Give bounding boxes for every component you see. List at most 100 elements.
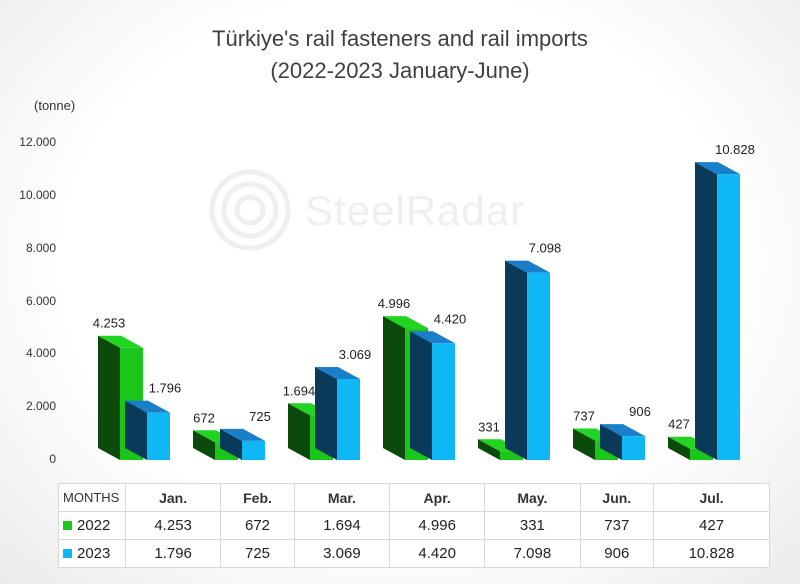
bar-2023-4 xyxy=(505,260,550,460)
bar-front-face xyxy=(337,378,360,460)
table-cell: 10.828 xyxy=(653,539,770,568)
table-row-2023: 2023 1.796 725 3.069 4.420 7.098 906 10.828 xyxy=(58,539,770,568)
data-label: 906 xyxy=(629,404,651,419)
table-cell: 672 xyxy=(220,511,295,540)
bar-side-face xyxy=(410,331,432,460)
legend-swatch-2022 xyxy=(63,521,72,531)
data-label: 7.098 xyxy=(529,241,562,256)
bar-group-0: 4.253 1.796 xyxy=(93,316,182,460)
bar-top-face xyxy=(695,162,740,175)
table-rowhead-2023: 2023 xyxy=(58,539,126,568)
y-tick-label: 0 xyxy=(49,452,56,466)
table-header-4: May. xyxy=(484,483,581,512)
bar-group-6: 427 10.828 xyxy=(668,142,755,460)
bar-side-face xyxy=(573,428,595,460)
legend-label-2022: 2022 xyxy=(77,517,111,535)
data-label: 1.796 xyxy=(149,381,182,396)
bar-top-face xyxy=(505,260,550,273)
table-cell: 3.069 xyxy=(293,539,391,568)
table-cell: 331 xyxy=(484,511,581,540)
chart-subtitle: (2022-2023 January-June) xyxy=(270,58,530,83)
y-axis-unit-label: (tonne) xyxy=(34,98,76,113)
bar-front-face xyxy=(527,272,550,460)
data-label: 4.996 xyxy=(378,296,411,311)
bar-side-face xyxy=(220,428,242,460)
table-header-row: MONTHS Jan. Feb. Mar. Apr. May. Jun. Jul. xyxy=(58,483,770,512)
y-tick-label: 4.000 xyxy=(25,346,56,361)
table-cell: 4.420 xyxy=(389,539,486,568)
table-header-months: MONTHS xyxy=(58,483,126,512)
y-tick-label: 6.000 xyxy=(25,293,56,308)
bar-side-face xyxy=(315,366,337,460)
bar-side-face xyxy=(383,316,405,460)
data-label: 1.694 xyxy=(283,383,316,398)
bar-group-5: 737 906 xyxy=(573,404,651,460)
table-header-6: Jul. xyxy=(653,483,770,512)
legend-label-2023: 2023 xyxy=(77,545,111,563)
table-header-5: Jun. xyxy=(579,483,655,512)
bar-2023-1 xyxy=(220,428,265,460)
data-label: 725 xyxy=(249,409,271,424)
table-header-3: Apr. xyxy=(389,483,486,512)
y-tick-label: 2.000 xyxy=(25,399,56,414)
table-row-2022: 2022 4.253 672 1.694 4.996 331 737 427 xyxy=(58,511,770,540)
bar-side-face xyxy=(668,436,690,460)
bar-2023-3 xyxy=(410,331,455,460)
data-label: 4.253 xyxy=(93,316,126,331)
table-cell: 427 xyxy=(653,511,770,540)
bar-top-face xyxy=(125,400,170,413)
bar-top-face xyxy=(98,335,143,348)
data-table: MONTHS Jan. Feb. Mar. Apr. May. Jun. Jul. 2022… xyxy=(58,483,770,568)
data-label: 737 xyxy=(573,409,595,424)
table-cell: 725 xyxy=(220,539,295,568)
bar-side-face xyxy=(695,162,717,460)
data-label: 3.069 xyxy=(339,347,372,362)
bar-top-face xyxy=(600,424,645,437)
table-cell: 4.253 xyxy=(124,511,222,540)
bar-front-face xyxy=(432,343,455,460)
bar-top-face xyxy=(220,428,265,441)
table-cell: 1.796 xyxy=(124,539,222,568)
y-tick-label: 8.000 xyxy=(25,240,56,255)
bar-side-face xyxy=(125,400,147,460)
bar-front-face xyxy=(622,436,645,460)
table-header-1: Feb. xyxy=(220,483,295,512)
bar-front-face xyxy=(147,412,170,460)
table-cell: 737 xyxy=(579,511,655,540)
y-tick-label: 12.000 xyxy=(19,135,56,150)
data-label: 10.828 xyxy=(715,142,755,157)
bar-2023-5 xyxy=(600,424,645,460)
table-cell: 906 xyxy=(579,539,655,568)
table-header-0: Jan. xyxy=(124,483,222,512)
data-label: 331 xyxy=(478,419,500,434)
table-header-2: Mar. xyxy=(293,483,391,512)
bar-side-face xyxy=(288,403,310,460)
bar-top-face xyxy=(315,366,360,379)
table-cell: 7.098 xyxy=(484,539,581,568)
bar-side-face xyxy=(478,439,500,460)
bar-side-face xyxy=(600,424,622,460)
table-cell: 4.996 xyxy=(389,511,486,540)
bar-group-2: 1.694 3.069 xyxy=(283,347,372,460)
data-label: 4.420 xyxy=(434,311,467,326)
bar-group-3: 4.996 4.420 xyxy=(378,296,467,460)
bar-side-face xyxy=(505,260,527,460)
bar-front-face xyxy=(717,174,740,460)
bar-2023-6 xyxy=(695,162,740,460)
bar-top-face xyxy=(383,316,428,329)
bar-top-face xyxy=(410,331,455,344)
table-cell: 1.694 xyxy=(293,511,391,540)
bar-2023-0 xyxy=(125,400,170,460)
bar-side-face xyxy=(193,430,215,460)
bar-group-4: 331 7.098 xyxy=(478,241,561,460)
legend-swatch-2023 xyxy=(63,549,72,559)
data-label: 427 xyxy=(668,417,690,432)
bar-front-face xyxy=(242,440,265,460)
bar-side-face xyxy=(98,335,120,460)
data-label: 672 xyxy=(193,410,215,425)
chart-title: Türkiye's rail fasteners and rail import… xyxy=(212,26,588,51)
y-tick-label: 10.000 xyxy=(19,188,56,202)
table-rowhead-2022: 2022 xyxy=(58,511,126,540)
bar-group-1: 672 725 xyxy=(193,409,271,460)
